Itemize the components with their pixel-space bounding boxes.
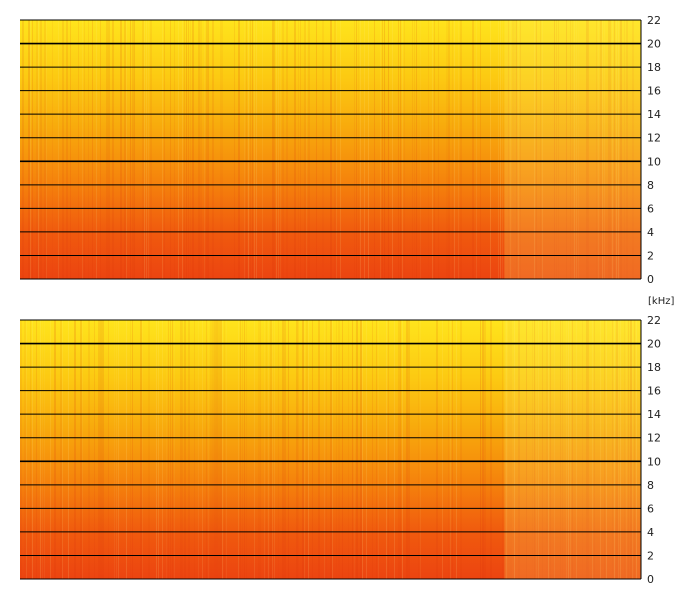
y-tick-label: 16 — [647, 385, 661, 398]
y-tick-label: 16 — [647, 85, 661, 98]
y-tick-label: 6 — [647, 202, 654, 215]
y-tick-label: 10 — [647, 155, 661, 168]
y-tick-label: 18 — [647, 61, 661, 74]
y-tick-label: 18 — [647, 361, 661, 374]
heatmap-background — [20, 320, 641, 579]
heatmap-quiet-region — [504, 320, 641, 579]
y-tick-label: 10 — [647, 455, 661, 468]
y-tick-label: 4 — [647, 226, 654, 239]
heatmap-quiet-region — [504, 20, 641, 279]
y-tick-label: 8 — [647, 179, 654, 192]
spectrogram-top: 0 2 4 6 8 10 12 14 16 18 20 22 — [20, 14, 661, 286]
y-tick-label: 20 — [647, 338, 661, 351]
y-tick-label: 22 — [647, 314, 661, 327]
y-tick-label: 8 — [647, 479, 654, 492]
heatmap-texture — [20, 320, 637, 579]
y-tick-label: 6 — [647, 502, 654, 515]
y-tick-label: 22 — [647, 14, 661, 27]
unit-label: [kHz] — [648, 296, 674, 307]
y-tick-label: 2 — [647, 549, 654, 562]
heatmap-background — [20, 20, 641, 279]
y-tick-label: 0 — [647, 273, 654, 286]
y-tick-label: 0 — [647, 573, 654, 586]
y-tick-label: 12 — [647, 432, 661, 445]
y-tick-label: 14 — [647, 408, 661, 421]
heatmap-texture — [22, 20, 634, 279]
spectrogram-bottom: 0 2 4 6 8 10 12 14 16 18 20 22 — [20, 314, 661, 586]
y-tick-label: 14 — [647, 108, 661, 121]
y-tick-label: 12 — [647, 132, 661, 145]
y-tick-label: 4 — [647, 526, 654, 539]
y-tick-label: 20 — [647, 38, 661, 51]
y-tick-label: 2 — [647, 249, 654, 262]
